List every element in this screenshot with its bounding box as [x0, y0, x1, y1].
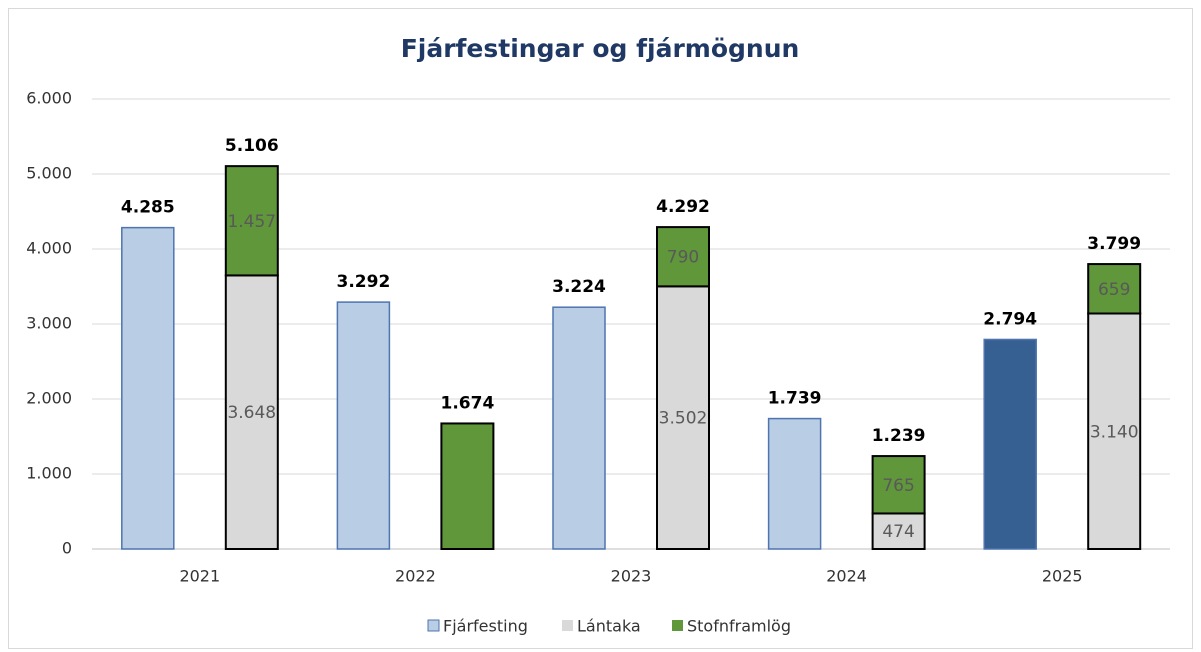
bar — [552, 306, 606, 550]
value-label: 659 — [1098, 280, 1130, 300]
bar — [224, 274, 279, 550]
bar — [336, 301, 391, 550]
y-tick-label: 5.000 — [26, 164, 72, 183]
x-tick-label: 2025 — [1042, 567, 1083, 586]
legend-label: Stofnframlög — [687, 617, 791, 636]
value-label: 3.224 — [552, 277, 606, 297]
legend-label: Fjárfesting — [443, 617, 528, 636]
y-tick-label: 6.000 — [26, 89, 72, 108]
value-label: 474 — [882, 522, 914, 542]
x-tick-label: 2023 — [611, 567, 652, 586]
x-tick-label: 2024 — [826, 567, 867, 586]
stack-total-label: 1.674 — [441, 393, 495, 413]
y-tick-label: 0 — [62, 539, 72, 558]
stack-total-label: 4.292 — [656, 197, 710, 217]
legend-swatch — [672, 620, 683, 631]
x-tick-label: 2021 — [179, 567, 220, 586]
value-label: 765 — [882, 476, 914, 496]
chart-title: Fjárfestingar og fjármögnun — [401, 34, 800, 63]
value-label: 2.794 — [983, 309, 1037, 329]
bar — [767, 417, 822, 550]
bar — [656, 226, 710, 288]
value-label: 1.457 — [227, 212, 276, 232]
value-label: 3.648 — [227, 403, 276, 423]
value-label: 3.292 — [337, 272, 391, 292]
bar — [440, 422, 495, 551]
value-label: 1.739 — [768, 389, 822, 409]
legend-swatch — [427, 619, 440, 632]
legend-label: Lántaka — [577, 617, 641, 636]
bar — [1087, 312, 1142, 550]
y-tick-label: 1.000 — [26, 464, 72, 483]
stack-total-label: 1.239 — [872, 426, 926, 446]
bar — [871, 455, 926, 515]
legend-swatch — [562, 620, 573, 631]
value-label: 3.140 — [1090, 422, 1139, 442]
value-label: 3.502 — [659, 409, 708, 429]
bar — [224, 165, 279, 277]
stack-total-label: 5.106 — [225, 136, 279, 156]
bar — [983, 338, 1037, 550]
y-tick-label: 4.000 — [26, 239, 72, 258]
stack-total-label: 3.799 — [1087, 234, 1141, 254]
value-label: 4.285 — [121, 198, 175, 218]
value-label: 790 — [667, 248, 699, 268]
bar — [1087, 263, 1142, 315]
y-tick-label: 3.000 — [26, 314, 72, 333]
bar — [121, 226, 175, 550]
x-tick-label: 2022 — [395, 567, 436, 586]
y-tick-label: 2.000 — [26, 389, 72, 408]
